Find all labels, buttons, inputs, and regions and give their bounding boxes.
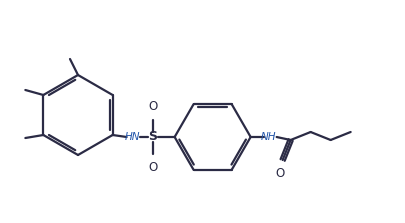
Text: O: O [148, 161, 157, 174]
Text: O: O [275, 167, 284, 180]
Text: S: S [148, 130, 157, 143]
Text: NH: NH [261, 132, 276, 142]
Text: O: O [148, 100, 157, 113]
Text: HN: HN [125, 132, 141, 142]
